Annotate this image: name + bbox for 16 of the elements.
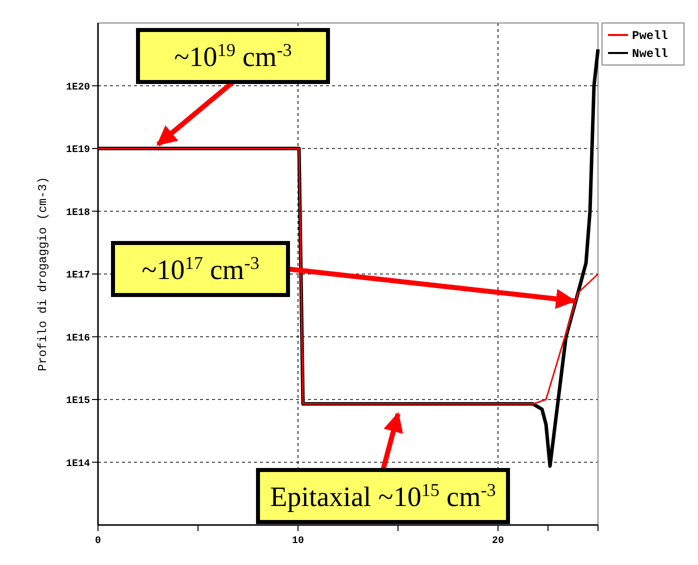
y-tick-label: 1E17 [66,270,90,282]
x-tick-label: 0 [94,536,102,547]
y-tick-label: 1E20 [66,82,90,94]
y-tick-label: 1E19 [66,145,90,156]
x-tick-label: 20 [492,536,504,547]
annotation: ~10$^{17}$ cm$^{-3}$ [142,253,260,286]
x-tick-label: 10 [292,536,304,547]
legend-label: Nwell [632,47,668,61]
annotation: Epitaxial ~10$^{15}$ cm$^{-3}$ [270,480,496,513]
y-tick-label: 1E16 [66,333,90,344]
y-tick-label: 1E14 [66,458,90,470]
legend-label: Pwell [632,29,668,43]
y-axis-title: Profilo di drogaggio (cm-3) [36,176,50,372]
y-tick-label: 1E18 [66,208,90,219]
y-tick-label: 1E15 [66,396,90,407]
annotation: ~10$^{19}$ cm$^{-3}$ [174,40,292,73]
